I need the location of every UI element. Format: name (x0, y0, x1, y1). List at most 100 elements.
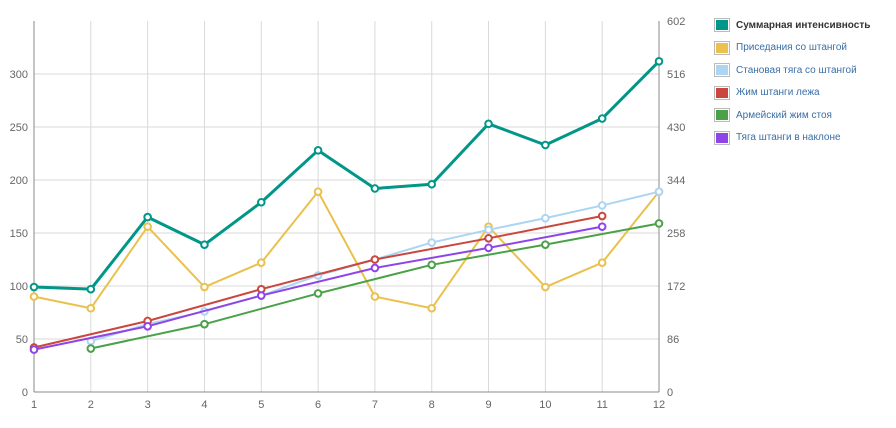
legend-swatch (714, 63, 730, 78)
data-point[interactable] (29, 282, 39, 292)
data-point[interactable] (370, 292, 380, 301)
data-point[interactable] (313, 187, 323, 196)
series-lines (29, 56, 664, 354)
data-point[interactable] (143, 222, 152, 231)
legend-label: Приседания со штангой (736, 42, 847, 54)
data-point[interactable] (200, 240, 209, 249)
y-right-tick-label: 344 (667, 175, 685, 187)
data-point[interactable] (256, 291, 266, 300)
data-point[interactable] (541, 140, 550, 150)
legend-item[interactable]: Армейский жим стоя (714, 104, 870, 127)
legend: Суммарная интенсивность Приседания со шта… (714, 14, 870, 149)
legend-swatch (714, 18, 730, 33)
y-left-tick-label: 0 (22, 387, 28, 399)
y-right-tick-label: 602 (667, 16, 685, 28)
data-point[interactable] (427, 260, 437, 270)
series-line (90, 222, 660, 350)
x-tick-label: 7 (372, 399, 378, 411)
series-1 (29, 187, 664, 313)
y-left-tick-label: 150 (10, 228, 28, 240)
series-line (33, 225, 603, 351)
legend-swatch (714, 85, 730, 100)
data-point[interactable] (427, 238, 437, 247)
x-tick-label: 9 (485, 399, 491, 411)
legend-label: Тяга штанги в наклоне (736, 132, 841, 144)
data-point[interactable] (313, 146, 323, 155)
data-point[interactable] (484, 243, 493, 253)
series-0 (29, 56, 664, 294)
data-point[interactable] (143, 212, 152, 222)
y-left-tick-label: 200 (10, 175, 28, 187)
data-point[interactable] (86, 344, 96, 353)
y-right-tick-label: 0 (667, 387, 673, 399)
y-left-tick-label: 50 (16, 334, 28, 346)
data-point[interactable] (484, 225, 493, 235)
legend-label: Жим штанги лежа (736, 87, 820, 99)
y-left-tick-label: 300 (10, 69, 28, 81)
data-point[interactable] (484, 119, 493, 129)
data-point[interactable] (29, 292, 39, 301)
data-point[interactable] (597, 201, 607, 210)
legend-item[interactable]: Жим штанги лежа (714, 82, 870, 105)
x-tick-label: 8 (429, 399, 435, 411)
data-point[interactable] (313, 289, 323, 298)
y-right-tick-label: 172 (667, 281, 685, 293)
series-line (33, 60, 661, 291)
data-point[interactable] (370, 263, 380, 273)
x-tick-label: 1 (31, 399, 37, 411)
legend-item[interactable]: Становая тяга со штангой (714, 59, 870, 82)
legend-item[interactable]: Приседания со штангой (714, 37, 870, 60)
legend-item[interactable]: Суммарная интенсивность (714, 14, 870, 37)
data-point[interactable] (200, 319, 209, 329)
x-tick-label: 4 (201, 399, 207, 411)
legend-label: Армейский жим стоя (736, 109, 832, 121)
series-4 (86, 219, 664, 353)
data-point[interactable] (597, 258, 607, 267)
y-right-tick-label: 430 (667, 122, 685, 134)
data-point[interactable] (427, 179, 437, 189)
data-point[interactable] (541, 240, 550, 249)
data-point[interactable] (370, 255, 380, 264)
x-tick-label: 6 (315, 399, 321, 411)
x-tick-label: 12 (653, 399, 665, 411)
series-line (33, 215, 603, 349)
data-point[interactable] (29, 345, 39, 354)
series-5 (29, 222, 607, 354)
x-tick-label: 5 (258, 399, 264, 411)
legend-label: Становая тяга со штангой (736, 64, 857, 76)
data-point[interactable] (370, 184, 380, 193)
data-point[interactable] (597, 114, 607, 123)
y-left-tick-label: 250 (10, 122, 28, 134)
legend-label: Суммарная интенсивность (736, 19, 871, 31)
data-point[interactable] (597, 211, 607, 221)
axes (33, 21, 660, 393)
x-tick-label: 2 (88, 399, 94, 411)
y-right-tick-label: 516 (667, 69, 685, 81)
legend-swatch (714, 40, 730, 55)
data-point[interactable] (654, 219, 664, 228)
data-point[interactable] (86, 284, 96, 294)
legend-item[interactable]: Тяга штанги в наклоне (714, 127, 870, 150)
y-right-tick-label: 86 (667, 334, 679, 346)
data-point[interactable] (541, 213, 550, 223)
legend-swatch (714, 108, 730, 123)
y-right-tick-label: 258 (667, 228, 685, 240)
legend-swatch (714, 130, 730, 145)
data-point[interactable] (256, 258, 266, 267)
data-point[interactable] (427, 303, 437, 313)
data-point[interactable] (654, 187, 664, 196)
data-point[interactable] (200, 282, 209, 292)
data-point[interactable] (86, 303, 96, 313)
series-line (33, 190, 660, 310)
x-tick-label: 11 (596, 399, 607, 411)
x-tick-label: 3 (145, 399, 151, 411)
data-point[interactable] (597, 222, 607, 231)
data-point[interactable] (654, 56, 664, 66)
data-point[interactable] (256, 197, 266, 207)
x-tick-label: 10 (539, 399, 551, 411)
data-point[interactable] (541, 282, 550, 292)
data-point[interactable] (143, 321, 152, 331)
data-point[interactable] (484, 234, 493, 243)
y-left-tick-label: 100 (10, 281, 28, 293)
